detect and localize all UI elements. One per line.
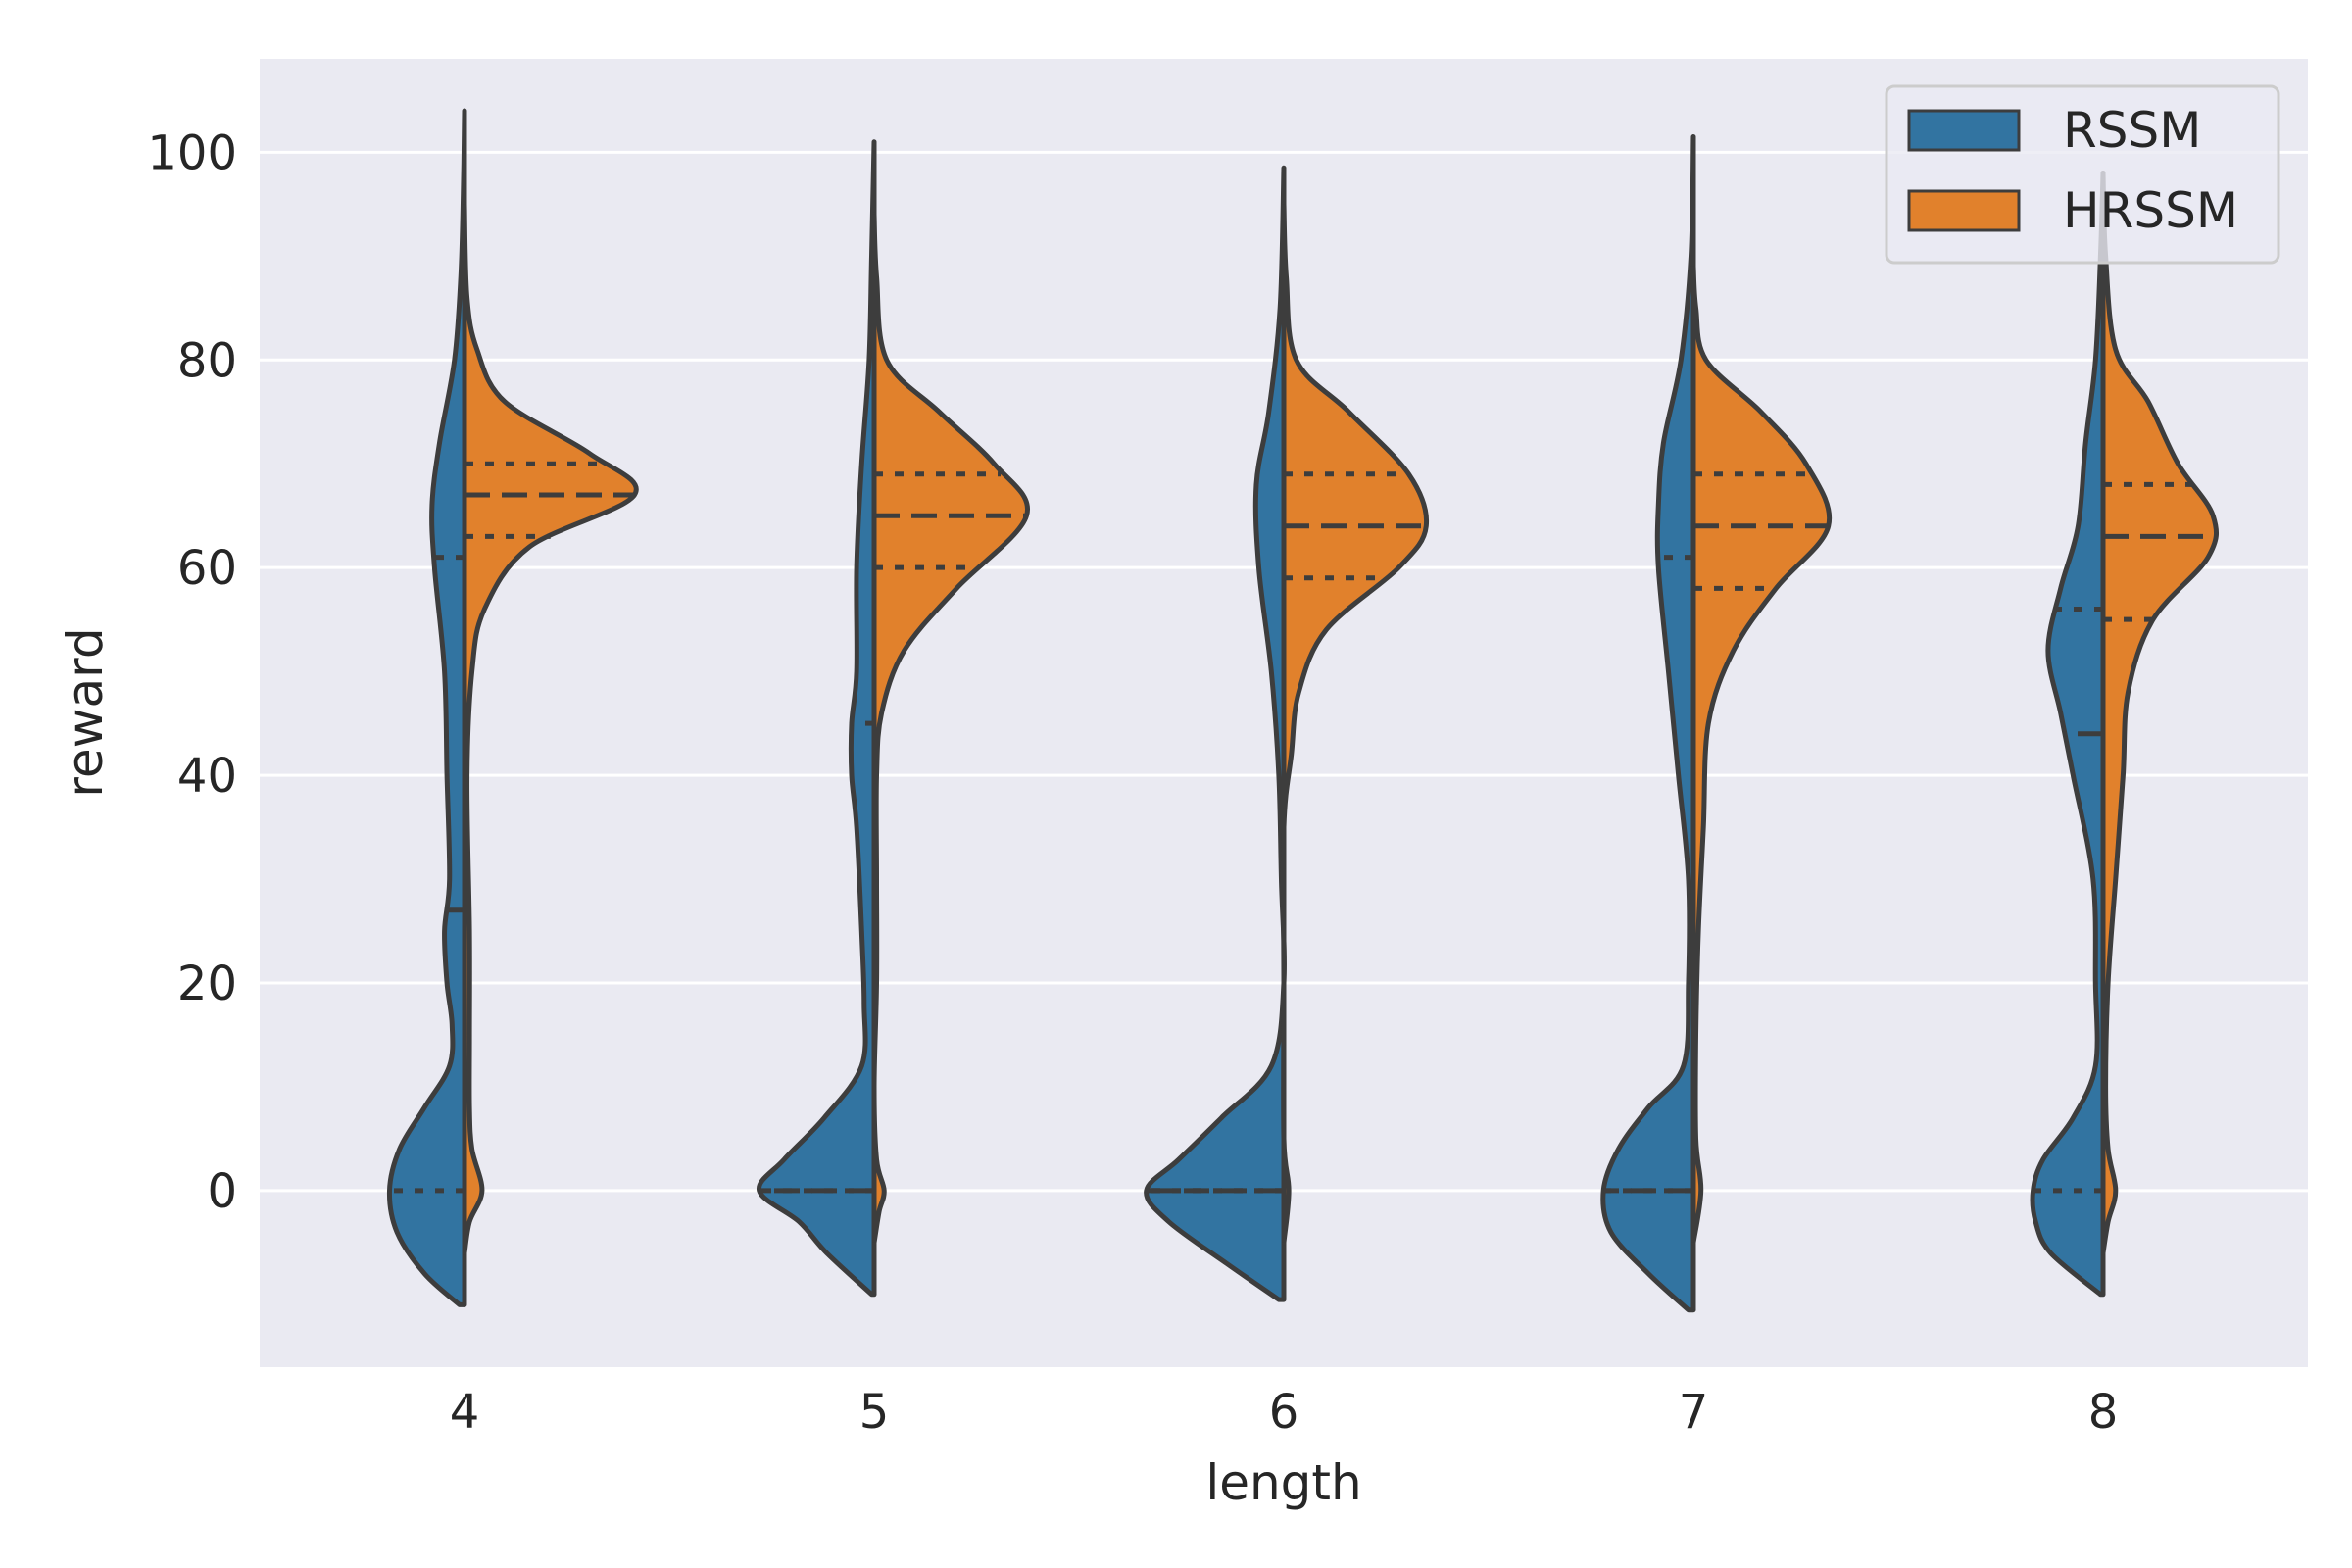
violin-hrssm-5 (871, 212, 1031, 1246)
y-tick-label-80: 80 (177, 333, 237, 388)
legend-swatch-hrssm (1907, 189, 2021, 232)
violin-hrssm-8 (2100, 171, 2220, 1255)
violin-hrssm-4 (462, 201, 639, 1255)
x-tick-label-6: 6 (1269, 1385, 1299, 1440)
violin-hrssm-7 (1690, 264, 1833, 1246)
violin-body (2100, 171, 2220, 1255)
x-axis-label: length (1205, 1454, 1361, 1511)
y-axis-label: reward (57, 627, 114, 797)
x-tick-label-5: 5 (859, 1385, 890, 1440)
x-tick-label-8: 8 (2088, 1385, 2119, 1440)
x-tick-labels: 4 5 6 7 8 (450, 1385, 2119, 1440)
legend-swatch-rssm (1907, 109, 2021, 152)
violin-body (1600, 134, 1696, 1313)
y-tick-labels: 0 20 40 60 80 100 (147, 125, 237, 1219)
violin-body (757, 139, 877, 1298)
y-tick-label-20: 20 (177, 956, 237, 1011)
violin-hrssm-6 (1280, 201, 1430, 1246)
y-tick-label-40: 40 (177, 749, 237, 804)
x-tick-label-4: 4 (450, 1385, 480, 1440)
y-tick-label-100: 100 (147, 125, 237, 180)
y-tick-label-60: 60 (177, 541, 237, 596)
legend: RSSM HRSSM (1885, 84, 2280, 265)
y-tick-label-0: 0 (207, 1164, 237, 1219)
violin-body (386, 108, 467, 1307)
legend-label-hrssm: HRSSM (2063, 182, 2238, 239)
violin-body (462, 201, 639, 1255)
legend-label-rssm: RSSM (2063, 102, 2201, 159)
x-tick-label-7: 7 (1679, 1385, 1709, 1440)
violins (386, 108, 2220, 1313)
